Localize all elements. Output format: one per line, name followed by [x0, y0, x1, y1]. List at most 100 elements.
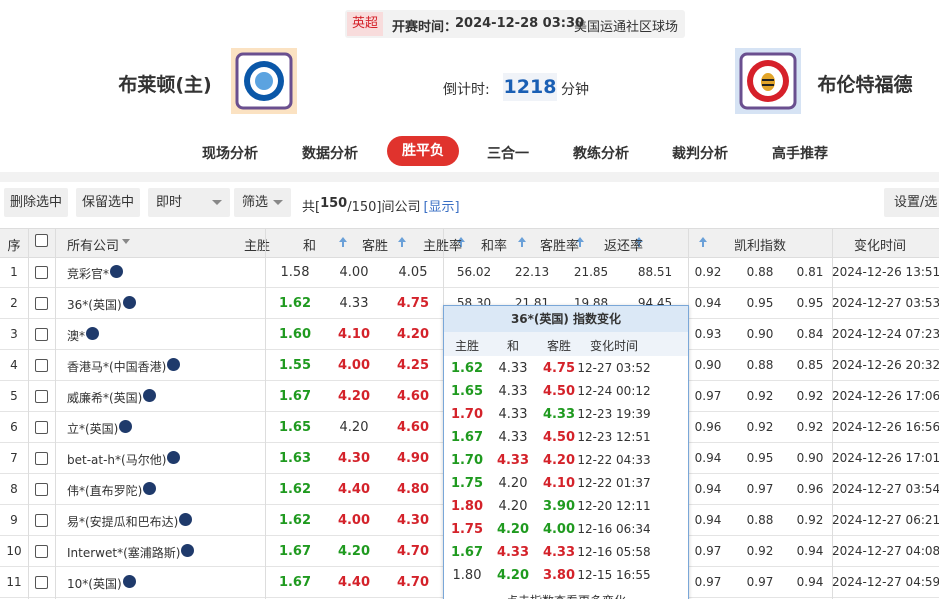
row-number: 5 — [10, 389, 18, 403]
toolbar-button[interactable]: 删除选中 — [4, 188, 68, 217]
row-checkbox[interactable] — [35, 266, 48, 279]
odds[interactable]: 4.00 — [337, 358, 371, 373]
host-icon — [181, 544, 195, 557]
odds[interactable]: 4.75 — [396, 296, 430, 311]
row-checkbox[interactable] — [35, 390, 48, 403]
toolbar-select[interactable]: 筛选 — [234, 188, 291, 217]
odds[interactable]: 1.60 — [278, 327, 312, 342]
odds[interactable]: 1.63 — [278, 451, 312, 466]
odds[interactable]: 4.80 — [396, 482, 430, 497]
company-name[interactable]: 竞彩官* — [67, 267, 110, 281]
odds[interactable]: 4.20 — [339, 420, 369, 435]
sort-arrow[interactable] — [698, 236, 708, 248]
column-header[interactable]: 变化时间 — [853, 239, 906, 254]
nav-tab[interactable]: 胜平负 — [387, 136, 459, 166]
odds[interactable]: 1.58 — [280, 265, 310, 280]
nav-tab[interactable]: 裁判分析 — [672, 146, 728, 162]
odds[interactable]: 4.70 — [396, 544, 430, 559]
row-checkbox[interactable] — [35, 297, 48, 310]
odds[interactable]: 1.62 — [278, 513, 312, 528]
toolbar-button[interactable]: 保留选中 — [76, 188, 140, 217]
row-checkbox[interactable] — [35, 359, 48, 372]
odds[interactable]: 4.40 — [337, 575, 371, 590]
company-name[interactable]: 香港马*(中国香港) — [67, 360, 167, 374]
column-header[interactable]: 返还率 — [604, 239, 644, 254]
odds[interactable]: 4.40 — [337, 482, 371, 497]
odds[interactable]: 4.20 — [396, 327, 430, 342]
company-name[interactable]: 10*(英国) — [67, 577, 122, 591]
sort-arrow[interactable] — [575, 236, 585, 248]
company-name[interactable]: 36*(英国) — [67, 298, 122, 312]
odds[interactable]: 4.30 — [396, 513, 430, 528]
kelly: 0.84 — [796, 327, 824, 341]
odds[interactable]: 1.62 — [278, 482, 312, 497]
toolbar-select[interactable]: 即时 — [148, 188, 230, 217]
popup-odds: 4.10 — [542, 476, 576, 491]
column-header[interactable]: 主胜率 — [423, 235, 462, 254]
odds[interactable]: 1.67 — [278, 575, 312, 590]
row-checkbox[interactable] — [35, 576, 48, 589]
header-checkbox[interactable] — [35, 234, 48, 247]
row-checkbox[interactable] — [35, 328, 48, 341]
odds[interactable]: 4.10 — [337, 327, 371, 342]
column-header[interactable]: 和率 — [481, 239, 508, 254]
odds[interactable]: 4.20 — [337, 389, 371, 404]
company-name[interactable]: 威廉希*(英国) — [67, 391, 143, 405]
sort-arrow[interactable] — [338, 236, 348, 248]
row-checkbox[interactable] — [35, 545, 48, 558]
column-header[interactable]: 所有公司 — [67, 239, 120, 254]
sort-arrow[interactable] — [517, 236, 527, 248]
column-header[interactable]: 客胜率 — [540, 239, 580, 254]
nav-tab[interactable]: 高手推荐 — [772, 146, 828, 162]
nav-tab[interactable]: 现场分析 — [202, 146, 258, 162]
sort-arrow[interactable] — [397, 236, 407, 248]
company-name[interactable]: 伟*(直布罗陀) — [67, 484, 143, 498]
row-checkbox[interactable] — [35, 421, 48, 434]
odds[interactable]: 4.00 — [339, 265, 369, 280]
company-name[interactable]: bet-at-h*(马尔他) — [67, 453, 167, 467]
odds[interactable]: 4.33 — [339, 296, 369, 311]
popup-odds: 4.33 — [496, 453, 530, 468]
odds[interactable]: 4.60 — [396, 420, 430, 435]
countdown-unit: 分钟 — [561, 82, 589, 98]
odds[interactable]: 4.60 — [396, 389, 430, 404]
show-link[interactable]: [显示] — [423, 200, 460, 215]
change-time: 2024-12-26 17:06 — [832, 389, 939, 403]
odds[interactable]: 4.05 — [398, 265, 428, 280]
row-checkbox[interactable] — [35, 483, 48, 496]
popup-odds: 4.75 — [542, 361, 576, 376]
nav-tab[interactable]: 三合一 — [487, 146, 529, 162]
column-header[interactable]: 主胜 — [244, 239, 271, 254]
popup-time: 12-22 01:37 — [577, 476, 651, 490]
row-checkbox[interactable] — [35, 452, 48, 465]
odds[interactable]: 4.25 — [396, 358, 430, 373]
column-header[interactable]: 和 — [303, 239, 317, 254]
odds[interactable]: 1.62 — [278, 296, 312, 311]
odds[interactable]: 4.70 — [396, 575, 430, 590]
odds[interactable]: 4.20 — [337, 544, 371, 559]
company-name[interactable]: 立*(英国) — [67, 422, 119, 436]
dropdown-arrow[interactable] — [122, 239, 130, 244]
company-name[interactable]: 澳* — [67, 329, 86, 343]
odds[interactable]: 1.67 — [278, 389, 312, 404]
column-header[interactable]: 凯利指数 — [733, 239, 786, 254]
nav-tab[interactable]: 数据分析 — [302, 146, 358, 162]
sort-arrow[interactable] — [634, 236, 644, 248]
popup-time: 12-23 12:51 — [577, 430, 651, 444]
odds[interactable]: 1.65 — [278, 420, 312, 435]
company-name[interactable]: Interwet*(塞浦路斯) — [67, 546, 181, 560]
odds[interactable]: 1.55 — [278, 358, 312, 373]
odds[interactable]: 4.90 — [396, 451, 430, 466]
kelly: 0.94 — [796, 544, 824, 558]
row-checkbox[interactable] — [35, 514, 48, 527]
popup-footer[interactable]: 点击指数查看更多变化 — [444, 592, 688, 599]
settings-button[interactable]: 设置/选 — [884, 188, 939, 217]
nav-tab[interactable]: 教练分析 — [573, 146, 629, 162]
company-name[interactable]: 易*(安提瓜和巴布达) — [67, 515, 179, 529]
sort-arrow[interactable] — [456, 236, 466, 248]
odds[interactable]: 4.30 — [337, 451, 371, 466]
odds[interactable]: 1.67 — [278, 544, 312, 559]
odds[interactable]: 4.00 — [337, 513, 371, 528]
column-header[interactable]: 客胜 — [362, 239, 389, 254]
kelly: 0.94 — [694, 451, 722, 465]
